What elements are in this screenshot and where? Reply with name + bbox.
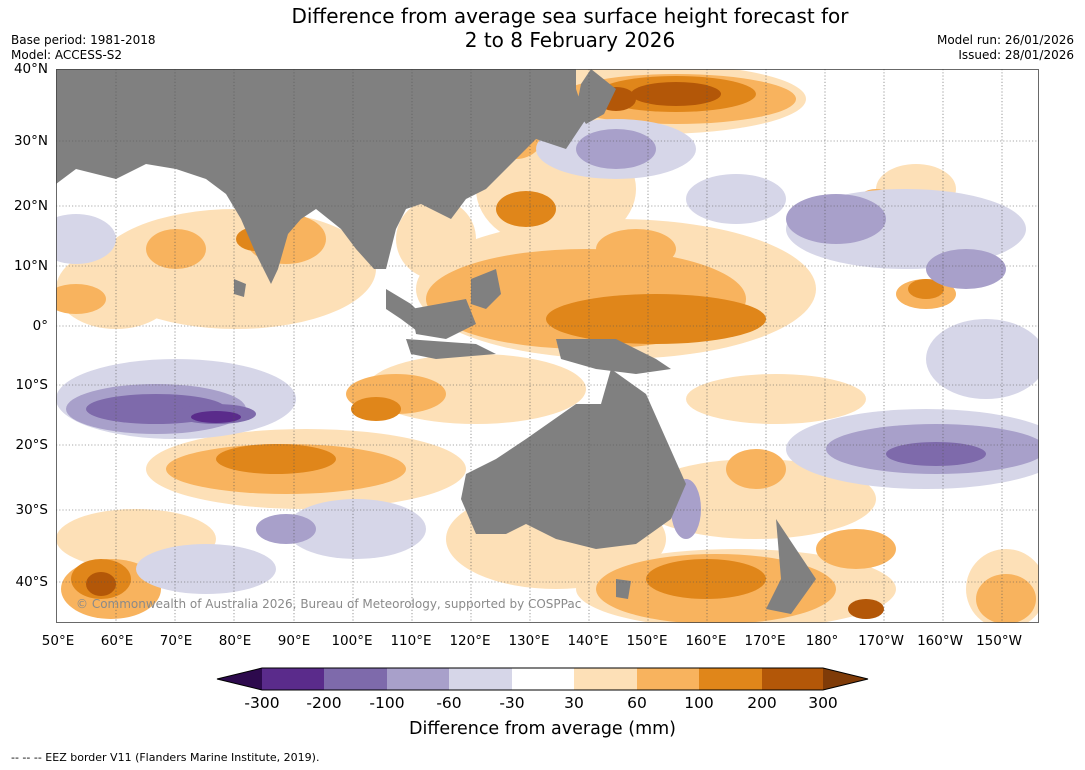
java [406,339,496,359]
colorbar-extend-low [217,668,262,690]
australia [461,369,686,549]
colorbar-bin [324,668,387,690]
base-period-text: Base period: 1981-2018 [11,33,156,47]
lat-label-10s: 10°S [15,377,49,393]
lat-label-40s: 40°S [15,574,49,590]
colorbar [216,667,869,691]
lon-label-180: 180° [805,633,839,649]
lon-label-110e: 110°E [390,633,432,649]
model-text: Model: ACCESS-S2 [11,48,123,62]
tasmania [616,579,631,599]
map-frame [56,69,1039,623]
colorbar-tick: -30 [499,694,525,712]
lat-label-30n: 30°N [13,133,48,149]
sri-lanka [234,279,246,297]
title-line-2: 2 to 8 February 2026 [464,28,676,52]
lon-label-160w: 160°W [917,633,963,649]
colorbar-bin [762,668,823,690]
lon-label-150e: 150°E [626,633,668,649]
colorbar-title: Difference from average (mm) [408,719,677,739]
lon-label-120e: 120°E [449,633,491,649]
map-canvas [56,69,1039,623]
asia-landmass [56,69,586,284]
colorbar-tick: -300 [244,694,280,712]
colorbar-tick: 300 [808,694,838,712]
land-masses [56,69,816,614]
lat-label-20s: 20°S [15,437,49,453]
philippines [471,269,501,309]
colorbar-tick: 60 [627,694,647,712]
colorbar-bin [637,668,699,690]
graticule [56,69,1039,623]
lon-label-170e: 170°E [744,633,786,649]
lon-label-90e: 90°E [277,633,311,649]
colorbar-tick: -200 [306,694,342,712]
new-zealand [766,519,816,614]
colorbar-tick: -100 [369,694,405,712]
colorbar-tick: 100 [684,694,714,712]
copyright-text: © Commonwealth of Australia 2026, Bureau… [76,597,582,611]
lat-label-20n: 20°N [13,198,48,214]
borneo [411,299,476,339]
colorbar-tick: -60 [436,694,462,712]
colorbar-bin [387,668,449,690]
colorbar-bin [449,668,512,690]
lon-label-100e: 100°E [331,633,373,649]
lon-label-160e: 160°E [685,633,727,649]
model-run-text: Model run: 26/01/2026 [936,33,1074,47]
colorbar-extend-high [823,668,868,690]
title-line-1: Difference from average sea surface heig… [291,4,849,28]
meta-left: Base period: 1981-2018 Model: ACCESS-S2 [11,33,156,63]
japan [576,69,616,124]
lon-label-60e: 60°E [100,633,134,649]
lat-label-0: 0° [32,318,48,334]
chart-title: Difference from average sea surface heig… [0,4,1085,52]
colorbar-bin [699,668,762,690]
colorbar-outline [216,667,869,691]
new-guinea [556,339,671,374]
lon-label-80e: 80°E [218,633,252,649]
colorbar-bin [512,668,574,690]
lon-label-170w: 170°W [858,633,904,649]
footer-note: -- -- -- EEZ border V11 (Flanders Marine… [11,751,320,764]
lat-label-40n: 40°N [13,61,48,77]
lon-label-150w: 150°W [976,633,1022,649]
lon-label-140e: 140°E [567,633,609,649]
colorbar-tick: 200 [747,694,777,712]
lon-label-130e: 130°E [508,633,550,649]
lon-label-70e: 70°E [159,633,193,649]
colorbar-bin [574,668,637,690]
issued-text: Issued: 28/01/2026 [958,48,1074,62]
lat-label-30s: 30°S [15,502,49,518]
colorbar-tick: 30 [564,694,584,712]
lat-label-10n: 10°N [13,258,48,274]
lon-label-50e: 50°E [41,633,75,649]
meta-right: Model run: 26/01/2026 Issued: 28/01/2026 [937,33,1074,63]
colorbar-bin [262,668,324,690]
